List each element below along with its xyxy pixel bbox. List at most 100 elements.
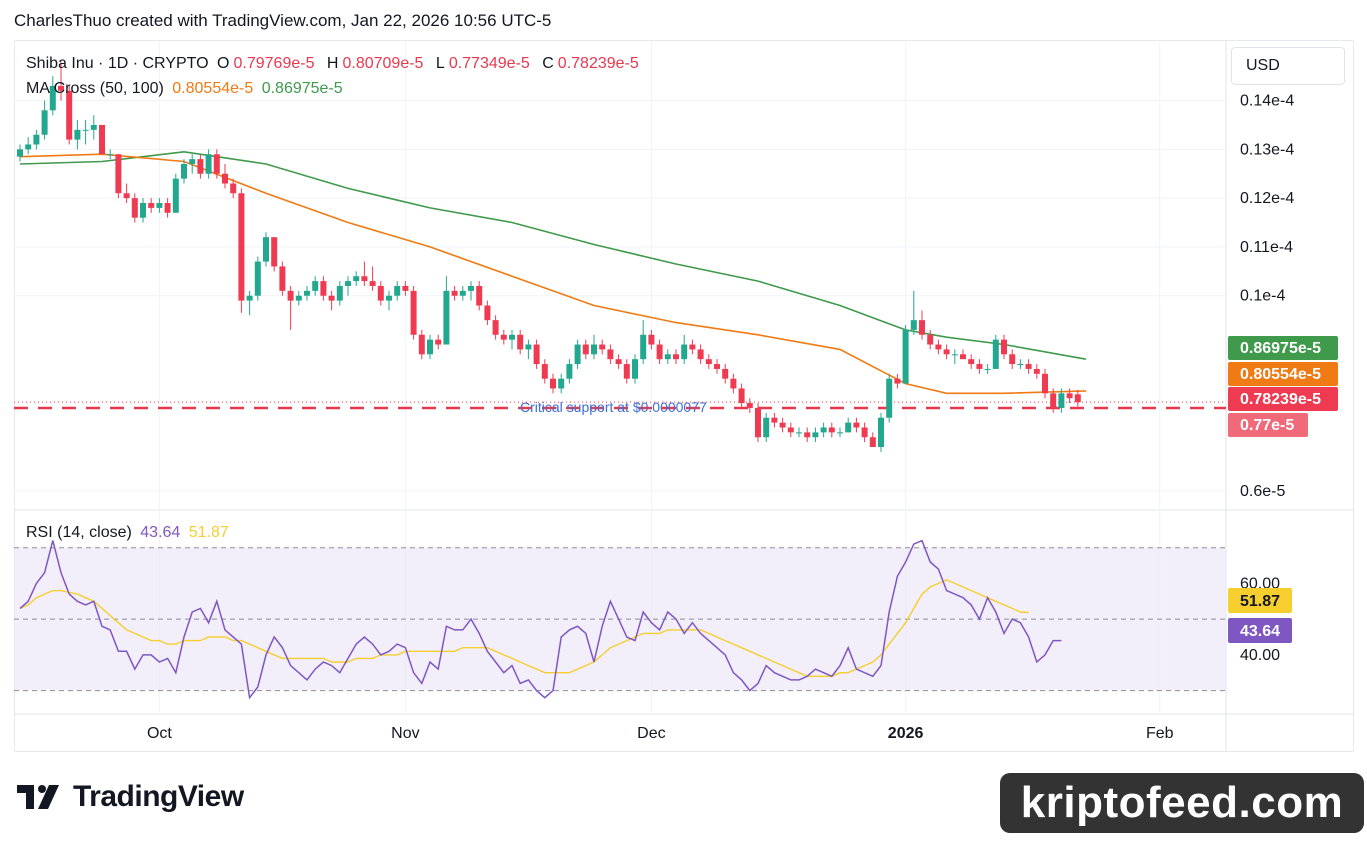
candle-body bbox=[591, 344, 597, 355]
candle-body bbox=[345, 281, 351, 286]
candle-body bbox=[99, 124, 105, 155]
candle-body bbox=[1025, 364, 1032, 369]
candle-body bbox=[509, 334, 515, 340]
candle-body bbox=[197, 159, 204, 174]
candle-body bbox=[632, 359, 638, 379]
candle-body bbox=[1009, 354, 1016, 365]
candle-body bbox=[853, 422, 860, 428]
candle-body bbox=[238, 193, 245, 301]
rsi-tag bbox=[1228, 618, 1292, 643]
price-tick-label: 0.11e-4 bbox=[1240, 239, 1293, 256]
ohlc-open: O 0.79769e-5 bbox=[217, 55, 315, 72]
candle-body bbox=[189, 159, 196, 164]
candle-body bbox=[1017, 364, 1024, 366]
candle-body bbox=[541, 364, 548, 379]
rsi-legend: RSI (14, close) 43.64 51.87 bbox=[26, 524, 233, 542]
candle-body bbox=[992, 339, 999, 369]
candle-body bbox=[517, 334, 524, 350]
rsi-ma-tag bbox=[1228, 588, 1292, 613]
candle-body bbox=[1001, 339, 1007, 355]
candle-body bbox=[746, 403, 753, 408]
price-tag bbox=[1228, 362, 1338, 386]
candle-body bbox=[82, 129, 89, 131]
candle-body bbox=[886, 378, 893, 418]
candle-body bbox=[156, 203, 163, 208]
candle-body bbox=[443, 290, 450, 345]
candle-body bbox=[402, 285, 409, 291]
rsi-value: 43.64 bbox=[140, 524, 181, 541]
price-tag bbox=[1228, 336, 1338, 360]
candle-body bbox=[492, 320, 499, 335]
candle-body bbox=[451, 290, 458, 296]
candle-body bbox=[287, 290, 294, 301]
ma-label: MA Cross (50, 100) bbox=[26, 80, 164, 97]
watermark-header: CharlesThuo created with TradingView.com… bbox=[14, 11, 552, 30]
candle-body bbox=[1074, 394, 1081, 403]
ma-legend: MA Cross (50, 100) 0.80554e-5 0.86975e-5 bbox=[26, 80, 347, 98]
candle-body bbox=[681, 344, 688, 360]
candle-body bbox=[763, 417, 770, 438]
candle-body bbox=[837, 432, 843, 434]
candle-body bbox=[123, 193, 130, 199]
candle-body bbox=[386, 295, 392, 301]
ohlc-low: L 0.77349e-5 bbox=[435, 55, 530, 72]
candle-body bbox=[66, 90, 73, 140]
candle-body bbox=[172, 178, 179, 213]
ma-50-line bbox=[19, 153, 1087, 395]
candle-body bbox=[500, 334, 507, 340]
price-tick-label: 0.12e-4 bbox=[1240, 190, 1294, 207]
candle-body bbox=[353, 276, 360, 282]
candle-body bbox=[902, 329, 909, 384]
candle-body bbox=[804, 432, 811, 438]
candle-body bbox=[246, 295, 253, 301]
candle-body bbox=[697, 349, 704, 360]
candle-body bbox=[205, 154, 212, 174]
candle-body bbox=[74, 129, 81, 140]
candle-body bbox=[861, 427, 868, 438]
candle-body bbox=[730, 378, 737, 389]
price-tick-label: 0.6e-5 bbox=[1240, 483, 1285, 500]
candle-body bbox=[738, 388, 745, 404]
candle-body bbox=[468, 285, 474, 291]
candle-body bbox=[41, 110, 48, 135]
time-tick-label: 2026 bbox=[888, 725, 924, 742]
candle-body bbox=[927, 334, 934, 345]
candle-body bbox=[1066, 393, 1073, 399]
candle-body bbox=[623, 364, 630, 379]
currency-button[interactable]: USD bbox=[1231, 47, 1345, 85]
candle-body bbox=[1033, 368, 1040, 374]
candle-body bbox=[336, 285, 343, 301]
candle-body bbox=[894, 378, 901, 384]
candle-body bbox=[418, 334, 425, 355]
candle-body bbox=[279, 266, 286, 291]
rsi-ma-value: 51.87 bbox=[188, 524, 229, 541]
candle-body bbox=[845, 422, 852, 433]
candle-body bbox=[254, 261, 261, 296]
candle-body bbox=[812, 432, 819, 438]
candle-body bbox=[1058, 393, 1065, 408]
candle-body bbox=[328, 295, 335, 301]
ma-slow-value: 0.86975e-5 bbox=[261, 80, 343, 97]
candle-body bbox=[910, 320, 917, 330]
candle-body bbox=[394, 285, 401, 296]
candle-body bbox=[599, 344, 606, 350]
candle-body bbox=[164, 203, 171, 213]
candle-body bbox=[705, 359, 712, 365]
candle-body bbox=[615, 359, 622, 365]
candle-body bbox=[33, 134, 40, 145]
candle-body bbox=[550, 378, 556, 389]
candle-body bbox=[951, 354, 958, 356]
candle-body bbox=[664, 354, 671, 360]
candle-body bbox=[820, 427, 827, 433]
candle-body bbox=[935, 344, 942, 350]
candle-body bbox=[1050, 393, 1057, 408]
candle-body bbox=[1042, 373, 1048, 394]
candle-body bbox=[976, 364, 983, 369]
ohlc-close: C 0.78239e-5 bbox=[542, 55, 639, 72]
tradingview-logo-text: TradingView bbox=[73, 780, 244, 813]
candle-body bbox=[304, 290, 310, 296]
candle-body bbox=[377, 285, 384, 301]
candle-body bbox=[525, 344, 532, 350]
candle-body bbox=[222, 173, 228, 184]
